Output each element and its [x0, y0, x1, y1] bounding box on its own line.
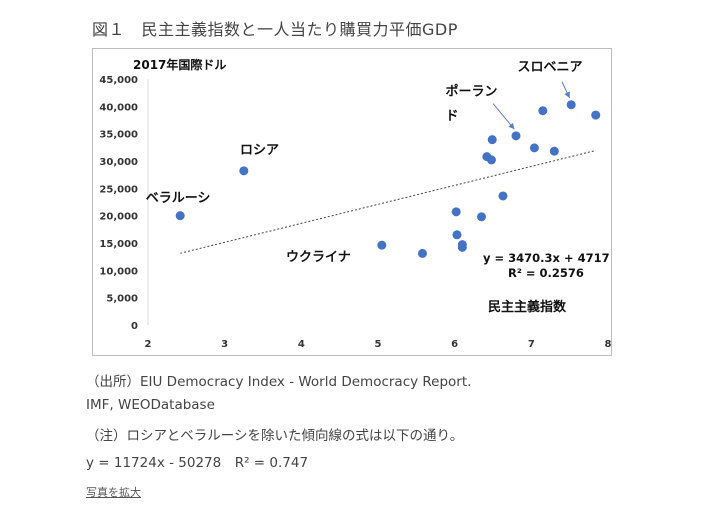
enlarge-image-link[interactable]: 写真を拡大 [86, 486, 141, 499]
x-tick-label: 2 [145, 339, 152, 350]
x-axis-label: 民主主義指数 [488, 299, 567, 315]
data-point [239, 166, 249, 176]
data-point [591, 110, 601, 120]
scatter-chart: 0 5,000 10,000 15,000 20,000 25,000 30,000 35,0… [99, 57, 612, 350]
data-point [486, 155, 496, 165]
x-tick-label: 8 [605, 339, 612, 350]
data-point [498, 191, 508, 201]
x-tick-label: 5 [375, 339, 382, 350]
y-tick-label: 10,000 [99, 266, 138, 277]
poland-arrow [492, 103, 515, 130]
data-point [377, 240, 387, 250]
x-tick-label: 3 [221, 339, 228, 350]
data-point [451, 207, 461, 217]
annotation-label: ポーラン [445, 83, 497, 99]
data-point [452, 230, 462, 240]
trendline-equation: y = 3470.3x + 4717 [483, 251, 610, 265]
annotation-label: ベラルーシ [146, 191, 211, 206]
data-point [417, 248, 427, 258]
slovenia-arrow [561, 81, 571, 99]
data-point [511, 131, 521, 141]
y-tick-label: 20,000 [99, 212, 138, 223]
x-tick-label: 4 [298, 339, 305, 350]
source-note-2: IMF, WEODatabase [86, 397, 215, 413]
data-point [477, 212, 486, 222]
chart-frame: 0 5,000 10,000 15,000 20,000 25,000 30,000 35,0… [92, 48, 612, 356]
source-note: （出所）EIU Democracy Index - World Democrac… [86, 374, 472, 390]
annotation-label: ド [445, 109, 458, 124]
trendline-note: （注）ロシアとベラルーシを除いた傾向線の式は以下の通り。 [86, 428, 464, 444]
data-point [175, 211, 185, 221]
y-tick-label: 0 [131, 321, 138, 332]
x-tick-label: 7 [528, 339, 535, 350]
formula-text: y = 11724x - 50278 R² = 0.747 [86, 455, 309, 471]
data-point [538, 106, 548, 116]
y-axis-label: 2017年国際ドル [133, 57, 226, 72]
y-tick-label: 5,000 [106, 294, 138, 305]
y-tick-label: 45,000 [99, 75, 138, 86]
data-point [529, 143, 539, 153]
data-point [457, 242, 467, 252]
annotation-label: スロベニア [518, 60, 583, 75]
y-tick-label: 30,000 [99, 157, 138, 168]
data-point [487, 135, 497, 145]
annotation-label: ロシア [240, 143, 279, 158]
x-tick-label: 6 [451, 339, 458, 350]
data-point [549, 146, 559, 156]
y-tick-label: 25,000 [99, 184, 138, 195]
y-tick-label: 35,000 [99, 130, 138, 141]
figure-title: 図１ 民主主義指数と一人当たり購買力平価GDP [92, 20, 458, 39]
y-tick-label: 15,000 [99, 239, 138, 250]
data-point [566, 100, 576, 110]
y-tick-label: 40,000 [99, 102, 138, 113]
trendline-r2: R² = 0.2576 [508, 266, 584, 280]
trendline [180, 149, 596, 254]
annotation-label: ウクライナ [286, 250, 351, 265]
